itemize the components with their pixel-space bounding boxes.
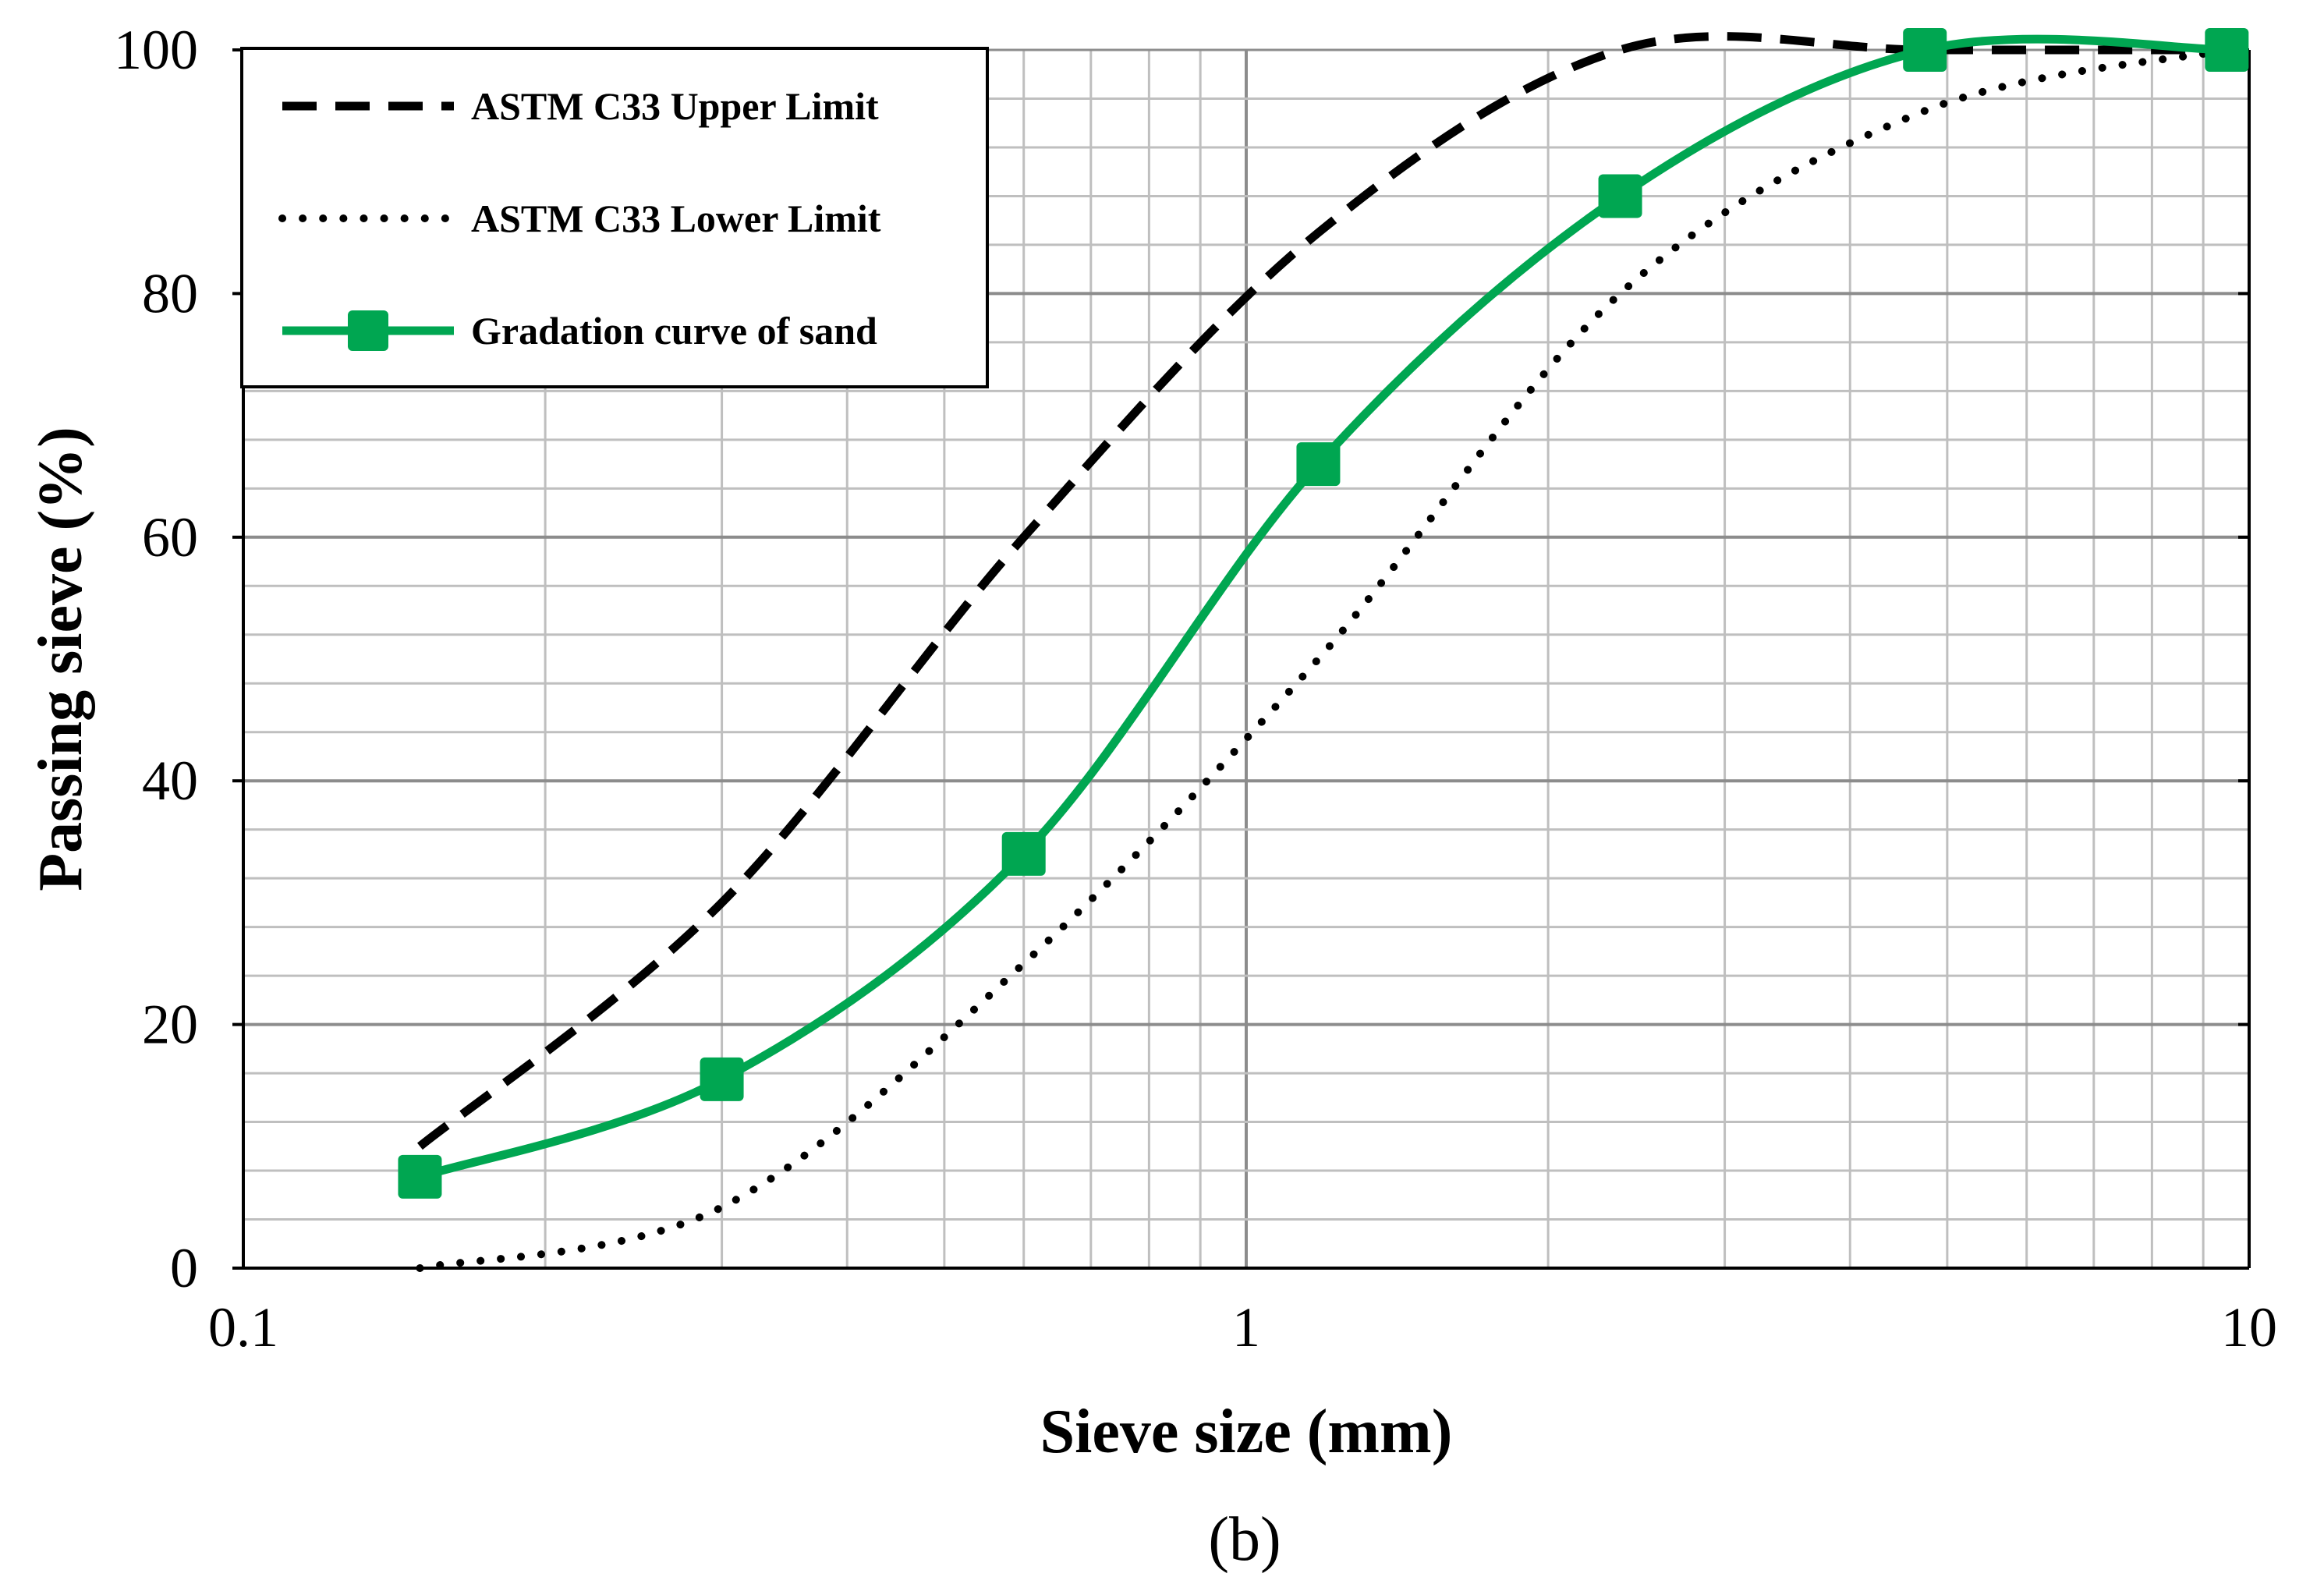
y-tick-label: 0: [170, 1237, 198, 1299]
series-line-1: [416, 46, 2231, 1272]
series-marker-2: [700, 1057, 744, 1101]
series-marker-2: [2205, 28, 2249, 72]
series-marker-2: [398, 1154, 442, 1199]
legend-label-1: ASTM C33 Lower Limit: [471, 197, 881, 240]
legend-marker-2: [348, 310, 388, 351]
y-tick-label: 100: [114, 19, 198, 81]
figure-caption: (b): [1208, 1505, 1281, 1574]
y-tick-label: 80: [142, 262, 198, 324]
series-marker-2: [1903, 28, 1947, 72]
legend-label-2: Gradation curve of sand: [471, 309, 877, 353]
x-axis-title: Sieve size (mm): [1040, 1398, 1453, 1466]
series-layer: [398, 28, 2249, 1272]
x-tick-label: 0.1: [208, 1296, 278, 1359]
legend: ASTM C33 Upper Limit ASTM C33 Lower Limit…: [240, 47, 989, 388]
series-marker-2: [1296, 442, 1341, 487]
y-axis-title: Passing sieve (%): [27, 427, 95, 891]
x-tick-label: 1: [1232, 1296, 1260, 1359]
x-tick-label: 10: [2221, 1296, 2277, 1359]
legend-label-0: ASTM C33 Upper Limit: [471, 84, 879, 128]
y-tick-label: 40: [142, 749, 198, 812]
y-tick-label: 20: [142, 994, 198, 1056]
plot-grid: [243, 50, 2249, 1268]
series-marker-2: [1598, 174, 1642, 218]
series-marker-2: [1001, 831, 1046, 876]
y-tick-label: 60: [142, 506, 198, 569]
